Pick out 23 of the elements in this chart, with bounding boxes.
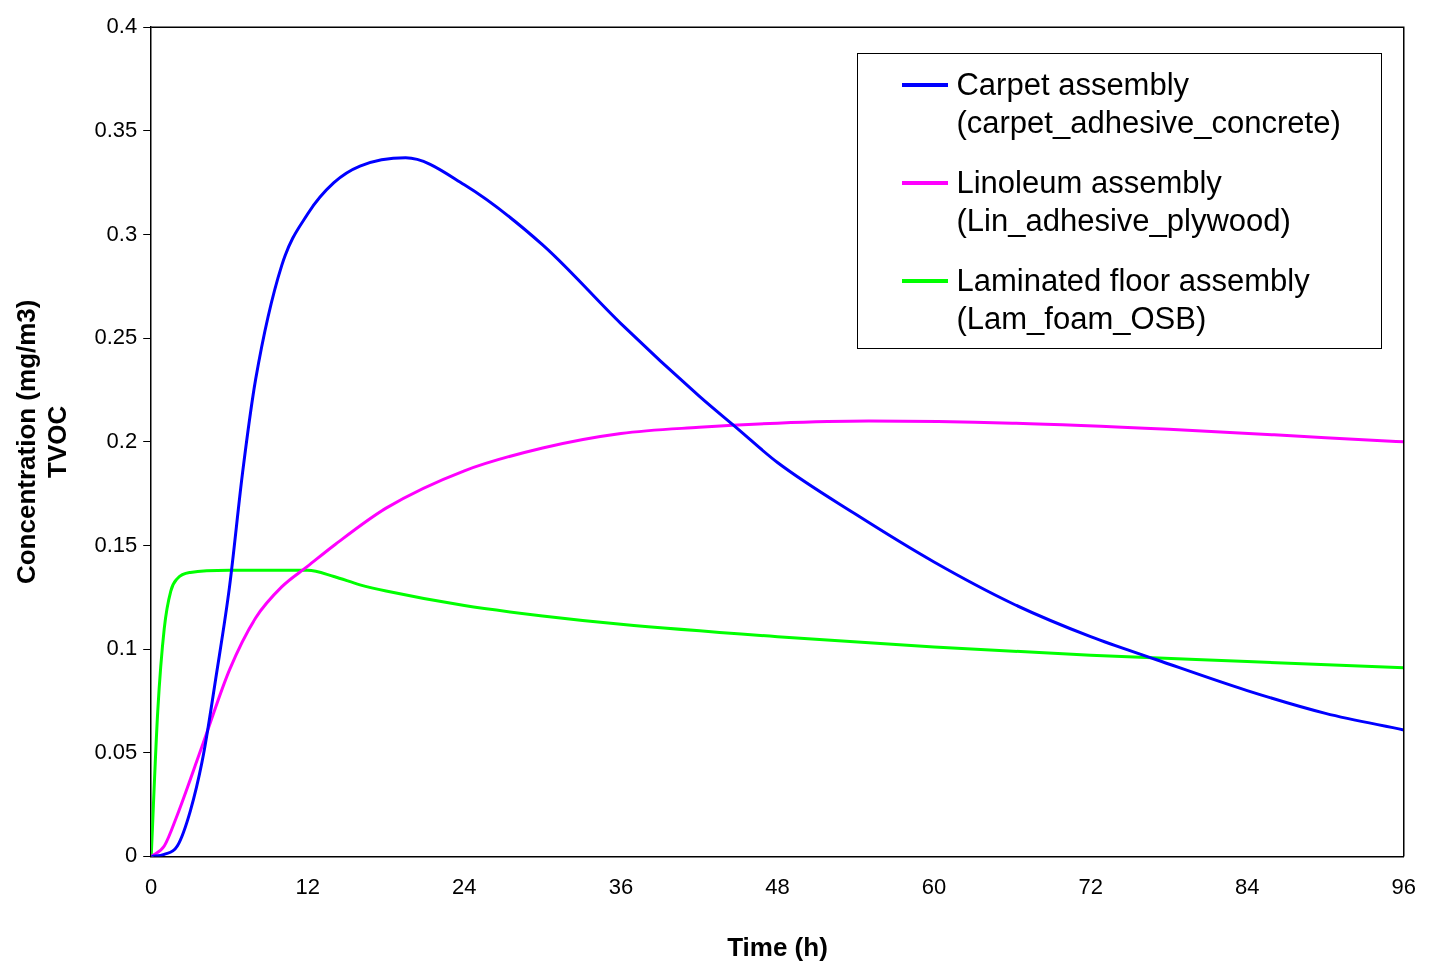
y-tick-label: 0 xyxy=(124,842,138,868)
x-tick-label: 0 xyxy=(145,873,158,899)
y-tick-label: 0.1 xyxy=(106,635,138,661)
y-tick-label: 0.15 xyxy=(94,531,138,557)
y-tick-label: 0.2 xyxy=(106,427,138,453)
legend-label: Linoleum assembly (Lin_adhesive_plywood) xyxy=(956,164,1291,241)
y-tick-label: 0.35 xyxy=(94,116,138,142)
x-tick-label: 24 xyxy=(452,873,477,899)
y-tick-label: 0.3 xyxy=(106,220,138,246)
legend-label: Carpet assembly (carpet_adhesive_concrete) xyxy=(956,66,1341,143)
y-tick-label: 0.05 xyxy=(94,738,138,764)
y-tick-label: 0.25 xyxy=(94,324,138,350)
legend-label: Laminated floor assembly (Lam_foam_OSB) xyxy=(956,262,1310,339)
x-tick-label: 84 xyxy=(1234,873,1260,899)
x-axis-title: Time (h) xyxy=(727,931,828,962)
y-axis-title: Concentration (mg/m3) TVOC xyxy=(10,299,72,585)
x-tick-label: 48 xyxy=(765,873,790,899)
y-tick-label: 0.4 xyxy=(106,13,138,39)
x-tick-label: 96 xyxy=(1391,873,1417,899)
x-tick-label: 72 xyxy=(1078,873,1103,899)
x-tick-label: 36 xyxy=(608,873,634,899)
x-tick-label: 60 xyxy=(921,873,947,899)
x-tick-label: 12 xyxy=(295,873,321,899)
